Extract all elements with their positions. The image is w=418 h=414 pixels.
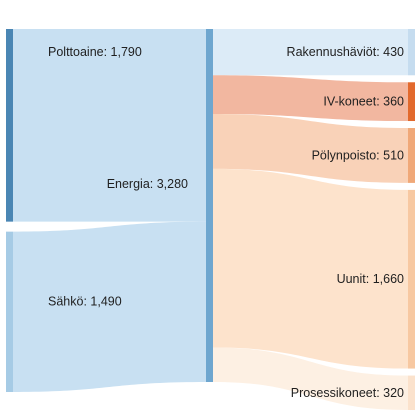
node-energia <box>206 29 213 382</box>
label-energia: Energia: 3,280 <box>107 177 188 191</box>
label-ivkoneet: IV-koneet: 360 <box>323 95 404 109</box>
node-sahko <box>6 231 13 392</box>
link-energia-rakennushaviot <box>213 29 408 76</box>
sankey-labels: Polttoaine: 1,790 Sähkö: 1,490 Energia: 3,… <box>48 45 404 400</box>
label-polynpoisto: Pölynpoisto: 510 <box>312 148 404 162</box>
sankey-links <box>13 29 408 410</box>
node-prosessikoneet <box>408 375 415 410</box>
link-energia-ivkoneet <box>213 75 408 122</box>
node-polttoaine <box>6 29 13 222</box>
label-polttoaine: Polttoaine: 1,790 <box>48 45 142 59</box>
sankey-nodes <box>6 29 415 410</box>
label-prosessikoneet: Prosessikoneet: 320 <box>291 386 404 400</box>
label-rakennushaviot: Rakennushäviöt: 430 <box>287 45 404 59</box>
link-energia-polynpoisto <box>213 114 408 183</box>
label-sahko: Sähkö: 1,490 <box>48 295 122 309</box>
node-rakennushaviot <box>408 29 415 76</box>
label-uunit: Uunit: 1,660 <box>337 272 404 286</box>
node-polynpoisto <box>408 128 415 183</box>
node-ivkoneet <box>408 82 415 122</box>
link-energia-uunit <box>213 168 408 369</box>
link-sahko-energia <box>13 221 206 392</box>
node-uunit <box>408 189 415 369</box>
link-energia-prosessikoneet <box>213 347 408 410</box>
link-polttoaine-energia <box>13 29 206 222</box>
